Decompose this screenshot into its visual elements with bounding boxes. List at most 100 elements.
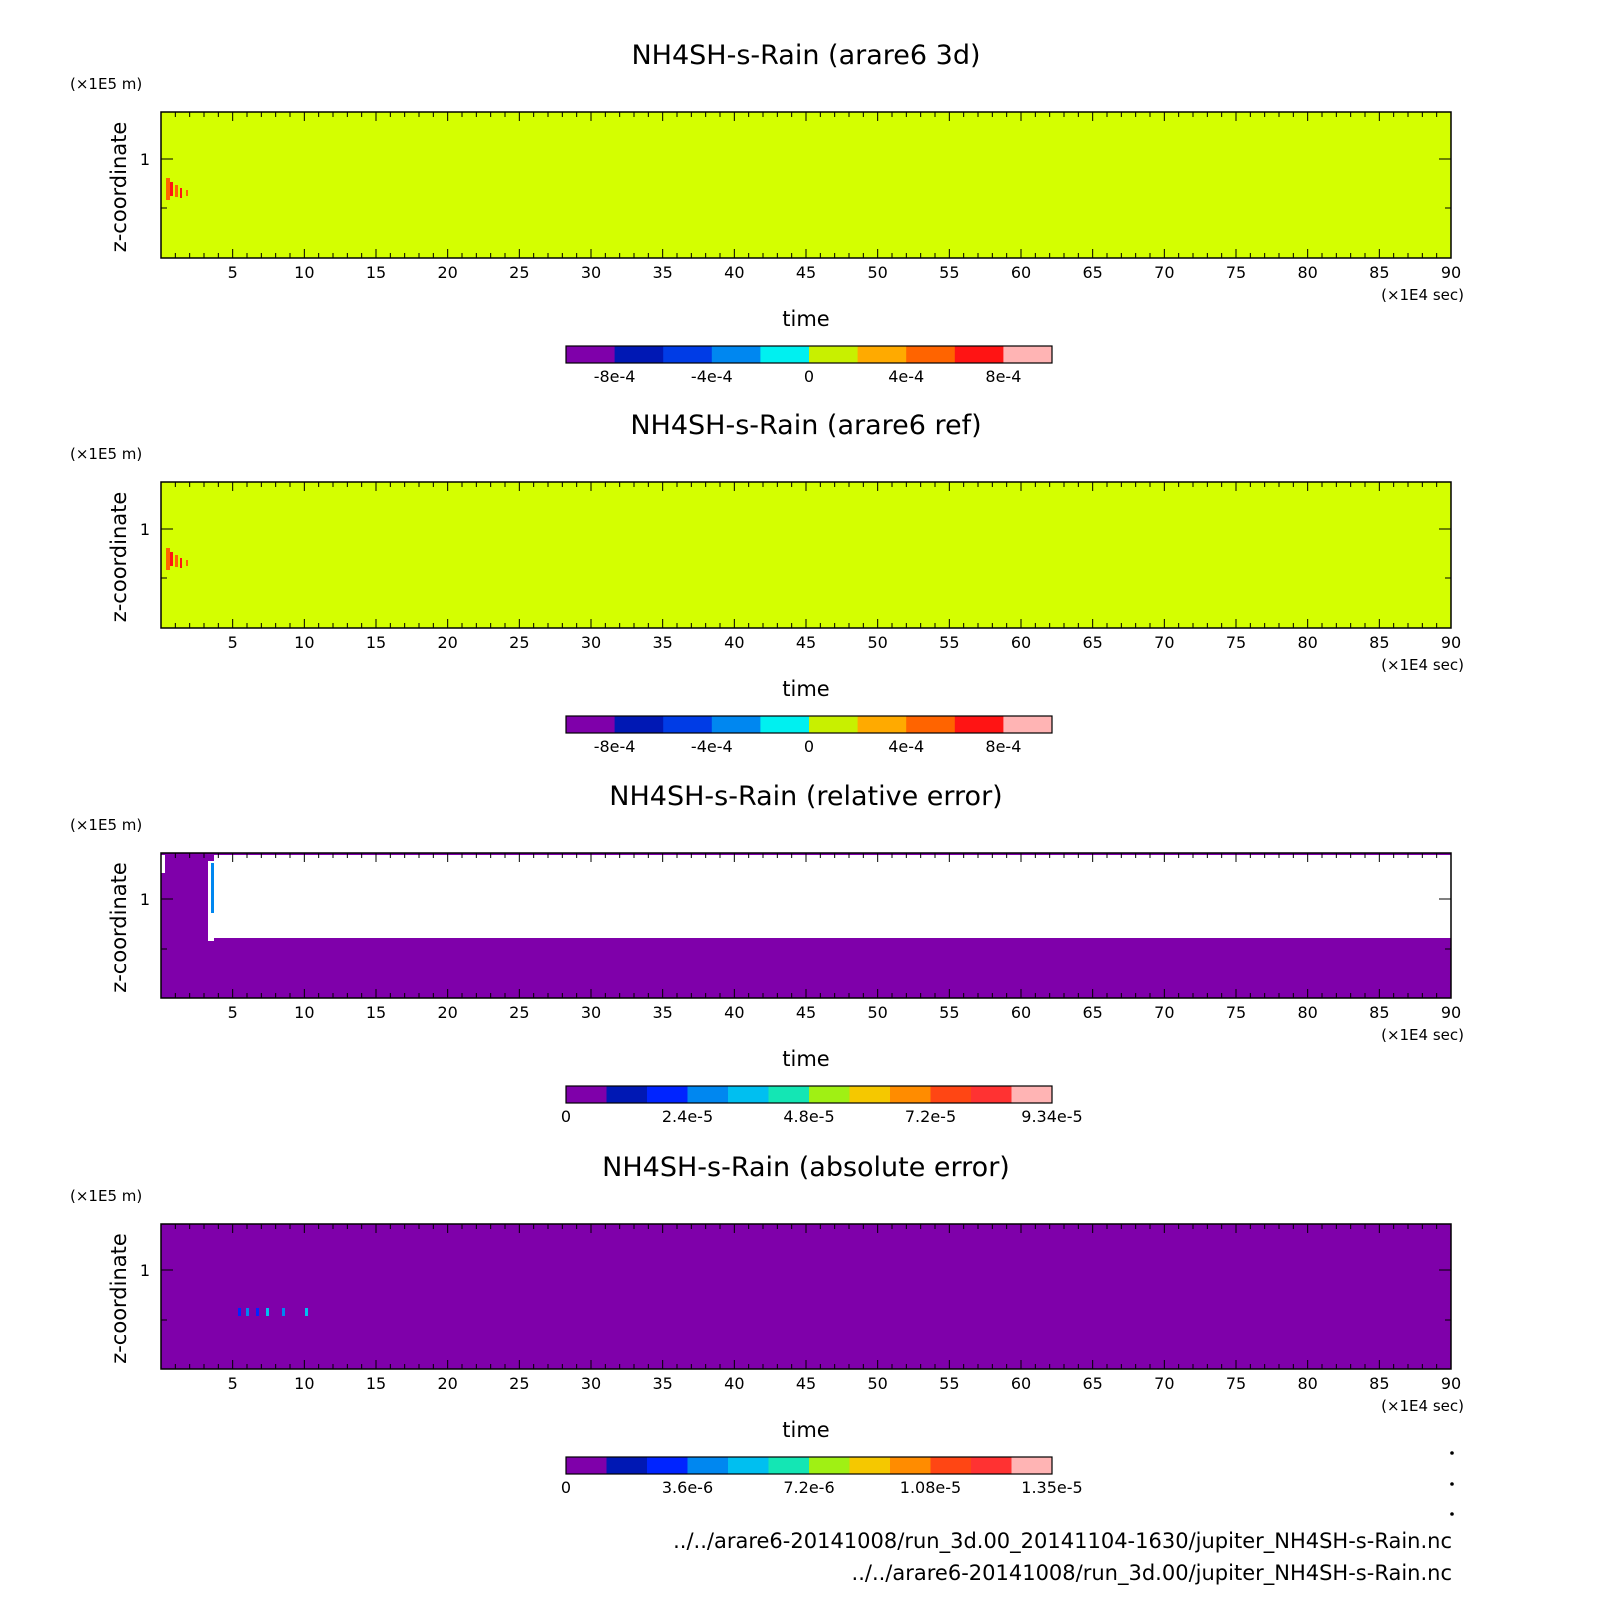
x-tick-label: 75 (1226, 633, 1246, 652)
x-tick-label: 25 (509, 263, 529, 282)
x-tick-label: 70 (1154, 1374, 1174, 1393)
x-tick-label: 20 (437, 633, 457, 652)
x-tick-label: 55 (939, 263, 959, 282)
colorbar-label: 2.4e-5 (662, 1107, 713, 1126)
colorbar-swatch (906, 716, 956, 733)
colorbar-label: 3.6e-6 (662, 1478, 713, 1497)
footer-path-2: ../../arare6-20141008/run_3d.00/jupiter_… (852, 1561, 1452, 1586)
x-tick-label: 10 (294, 1003, 314, 1022)
colorbar: -8e-4 -4e-4 0 4e-4 8e-4 (565, 345, 1053, 386)
x-tick-label: 80 (1297, 633, 1317, 652)
colorbar: -8e-4 -4e-4 0 4e-4 8e-4 (565, 715, 1053, 756)
colorbar-swatch (647, 1086, 688, 1103)
colorbar-label: 7.2e-5 (905, 1107, 956, 1126)
heatmap-cell (211, 863, 214, 913)
x-axis-label: time (782, 307, 829, 331)
x-tick-label: 10 (294, 633, 314, 652)
x-tick-label: 50 (867, 1003, 887, 1022)
x-tick-label: 65 (1082, 263, 1102, 282)
x-tick-label: 75 (1226, 1374, 1246, 1393)
colorbar-swatch (760, 346, 810, 363)
x-tick-label: 70 (1154, 263, 1174, 282)
colorbar-swatch (760, 716, 810, 733)
heatmap-field (161, 482, 1451, 628)
colorbar-label: 9.34e-5 (1021, 1107, 1082, 1126)
panel-3: NH4SH-s-Rain (relative error) (×1E5 m) z-c… (70, 781, 1464, 1126)
colorbar-swatch (687, 1086, 729, 1103)
panel-1: NH4SH-s-Rain (arare6 3d) (×1E5 m) z-coordi… (70, 40, 1464, 386)
heatmap-cell (175, 555, 178, 567)
x-tick-label: 50 (867, 1374, 887, 1393)
x-tick-label: 25 (509, 633, 529, 652)
x-tick-label: 45 (796, 263, 816, 282)
x-unit-label: (×1E4 sec) (1381, 1397, 1464, 1415)
x-tick-label: 60 (1011, 1374, 1031, 1393)
heatmap-cell (166, 548, 170, 570)
colorbar-swatch (566, 1086, 607, 1103)
heatmap-feature (166, 548, 188, 570)
x-tick-label: 20 (437, 263, 457, 282)
colorbar-swatch (954, 716, 1004, 733)
colorbar-swatch (566, 346, 616, 363)
x-tick-label: 90 (1441, 1374, 1461, 1393)
footer-path-1: ../../arare6-20141008/run_3d.00_20141104… (673, 1529, 1452, 1554)
x-tick-label: 40 (724, 1374, 744, 1393)
colorbar-swatch (768, 1086, 810, 1103)
panel-title: NH4SH-s-Rain (relative error) (609, 781, 1002, 812)
x-tick-label: 60 (1011, 1003, 1031, 1022)
colorbar-swatch (614, 346, 664, 363)
heatmap-feature (161, 855, 1451, 941)
heatmap-cell (246, 1308, 249, 1316)
colorbar-swatch (663, 346, 713, 363)
colorbar-swatch (971, 1457, 1012, 1474)
colorbar-frame (565, 345, 1053, 364)
y-unit-label: (×1E5 m) (70, 445, 142, 463)
panel-title: NH4SH-s-Rain (arare6 3d) (631, 40, 980, 71)
colorbar-swatch (809, 1086, 850, 1103)
x-tick-label: 25 (509, 1003, 529, 1022)
colorbar-swatch (647, 1457, 688, 1474)
colorbar-swatch (566, 716, 616, 733)
x-tick-label: 30 (581, 1374, 601, 1393)
x-tick-label: 80 (1297, 263, 1317, 282)
heatmap-cell (238, 1308, 241, 1316)
x-tick-label: 5 (228, 1003, 238, 1022)
panel-4: NH4SH-s-Rain (absolute error) (×1E5 m) z-c… (70, 1152, 1464, 1497)
x-tick-label: 35 (652, 1374, 672, 1393)
colorbar-swatch (906, 346, 956, 363)
colorbar-label: -4e-4 (691, 737, 733, 756)
x-tick-label: 40 (724, 1003, 744, 1022)
x-tick-label: 60 (1011, 633, 1031, 652)
x-tick-label: 65 (1082, 1003, 1102, 1022)
colorbar-swatch (930, 1086, 972, 1103)
x-axis-label: time (782, 1047, 829, 1071)
x-tick-label: 65 (1082, 1374, 1102, 1393)
colorbar-swatch (971, 1086, 1012, 1103)
x-tick-label: 90 (1441, 633, 1461, 652)
x-tick-label: 50 (867, 633, 887, 652)
x-tick-label: 55 (939, 1374, 959, 1393)
colorbar-label: 4e-4 (888, 367, 924, 386)
y-unit-label: (×1E5 m) (70, 1187, 142, 1205)
colorbar-swatch (809, 1457, 850, 1474)
colorbar: 0 3.6e-6 7.2e-6 1.08e-5 1.35e-5 (561, 1456, 1083, 1497)
x-tick-label: 15 (366, 1003, 386, 1022)
heatmap-cell (170, 552, 173, 566)
colorbar-swatch (809, 716, 859, 733)
x-tick-label: 15 (366, 1374, 386, 1393)
heatmap-cell (282, 1308, 285, 1316)
x-tick-label: 85 (1369, 1003, 1389, 1022)
heatmap-cell (186, 190, 188, 196)
x-tick-label: 5 (228, 1374, 238, 1393)
y-axis-label: z-coordinate (107, 862, 131, 993)
x-tick-label: 55 (939, 633, 959, 652)
x-tick-label: 35 (652, 1003, 672, 1022)
colorbar-swatch (954, 346, 1004, 363)
colorbar-frame (565, 1456, 1053, 1475)
y-tick-label: 1 (140, 150, 150, 169)
colorbar-swatch (566, 1457, 607, 1474)
colorbar-swatch (711, 346, 761, 363)
x-tick-label: 15 (366, 263, 386, 282)
x-tick-label: 10 (294, 1374, 314, 1393)
